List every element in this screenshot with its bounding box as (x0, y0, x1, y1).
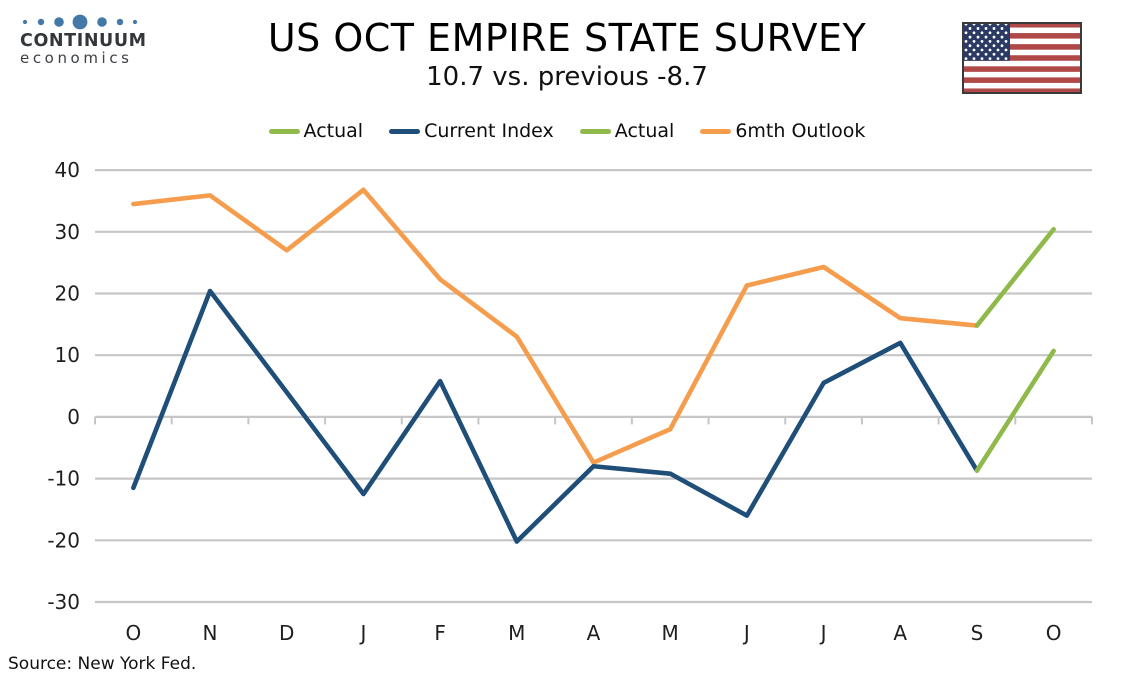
legend-label: 6mth Outlook (735, 120, 866, 142)
legend-item-actual-1: Actual (268, 120, 364, 142)
logo-text-economics: economics (20, 49, 133, 68)
continuum-economics-logo: CONTINUUM economics (20, 10, 150, 68)
legend-item-actual-2: Actual (579, 120, 675, 142)
svg-text:J: J (819, 621, 827, 645)
svg-text:30: 30 (55, 220, 80, 244)
svg-text:D: D (279, 621, 294, 645)
svg-text:A: A (587, 621, 601, 645)
svg-text:10: 10 (55, 343, 80, 367)
source-note: Source: New York Fed. (8, 654, 197, 674)
legend-item-current-index: Current Index (389, 120, 554, 142)
svg-text:40: 40 (55, 158, 80, 182)
legend-label: Actual (303, 120, 364, 142)
svg-text:S: S (971, 621, 984, 645)
legend-swatch-blue-icon (389, 128, 421, 134)
svg-text:O: O (125, 621, 141, 645)
svg-text:0: 0 (67, 405, 80, 429)
legend-swatch-green-icon (268, 128, 300, 134)
us-flag-icon (962, 22, 1082, 94)
logo-text-continuum: CONTINUUM (20, 31, 147, 51)
chart-legend: Actual Current Index Actual 6mth Outlook (0, 116, 1134, 146)
legend-item-6mth-outlook: 6mth Outlook (700, 120, 865, 142)
svg-text:F: F (434, 621, 446, 645)
svg-text:J: J (742, 621, 750, 645)
svg-text:M: M (662, 621, 679, 645)
svg-text:M: M (508, 621, 525, 645)
svg-text:N: N (203, 621, 218, 645)
legend-swatch-orange-icon (700, 128, 732, 134)
svg-text:-20: -20 (47, 528, 80, 552)
svg-text:20: 20 (55, 282, 80, 306)
logo-dots-icon (22, 14, 138, 30)
svg-text:-10: -10 (47, 467, 80, 491)
legend-label: Current Index (424, 120, 554, 142)
svg-text:-30: -30 (47, 590, 80, 614)
svg-text:A: A (893, 621, 907, 645)
svg-text:O: O (1046, 621, 1062, 645)
legend-swatch-green-icon (579, 128, 611, 134)
legend-label: Actual (614, 120, 675, 142)
svg-text:J: J (358, 621, 366, 645)
